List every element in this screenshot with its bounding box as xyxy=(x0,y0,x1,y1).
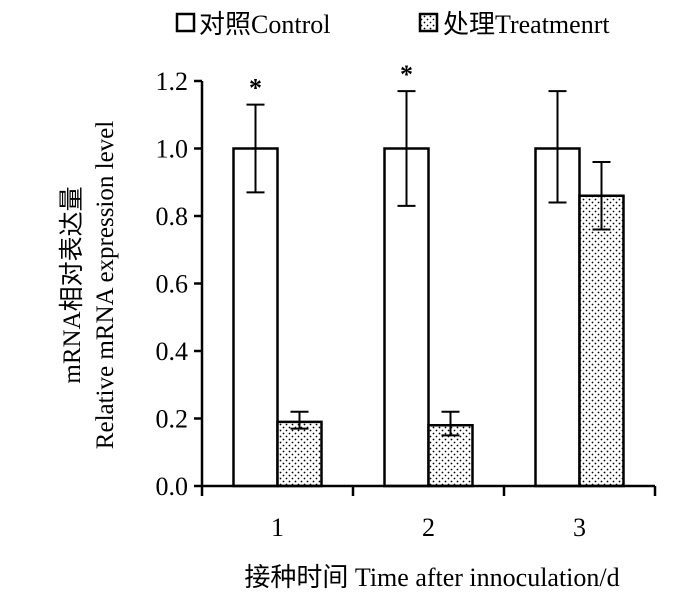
y-tick-label: 0.0 xyxy=(156,472,189,501)
bar-treatment xyxy=(278,422,322,486)
legend-label-treatment: 处理Treatmenrt xyxy=(443,10,610,39)
y-tick-label: 0.4 xyxy=(156,337,189,366)
bar-control xyxy=(234,149,278,487)
y-tick-label: 0.2 xyxy=(156,405,189,434)
x-tick-label: 1 xyxy=(271,513,284,542)
bar-chart: 对照Control 处理Treatmenrt mRNA相对表达量 Relativ… xyxy=(0,0,700,602)
significance-marks: * * xyxy=(249,60,413,103)
x-axis-title: 接种时间 Time after innoculation/d xyxy=(244,563,619,592)
y-axis-title-cn: mRNA相对表达量 xyxy=(58,186,86,383)
y-tick-label: 0.8 xyxy=(156,202,189,231)
bar-treatment xyxy=(580,196,624,486)
legend-label-control: 对照Control xyxy=(199,10,330,39)
y-tick-label: 1.0 xyxy=(156,135,189,164)
legend-swatch-control xyxy=(177,14,194,31)
legend: 对照Control 处理Treatmenrt xyxy=(177,10,610,39)
y-tick-label: 0.6 xyxy=(156,270,189,299)
bars xyxy=(234,149,624,487)
x-axis: 1 2 3 xyxy=(202,486,655,542)
y-axis-title-en: Relative mRNA expression level xyxy=(92,121,119,449)
y-axis: 0.0 0.2 0.4 0.6 0.8 1.0 1.2 xyxy=(156,67,203,501)
y-tick-label: 1.2 xyxy=(156,67,189,96)
significance-mark: * xyxy=(249,74,262,103)
legend-swatch-treatment xyxy=(420,14,437,31)
x-tick-label: 2 xyxy=(422,513,435,542)
x-tick-label: 3 xyxy=(573,513,586,542)
significance-mark: * xyxy=(400,60,413,89)
